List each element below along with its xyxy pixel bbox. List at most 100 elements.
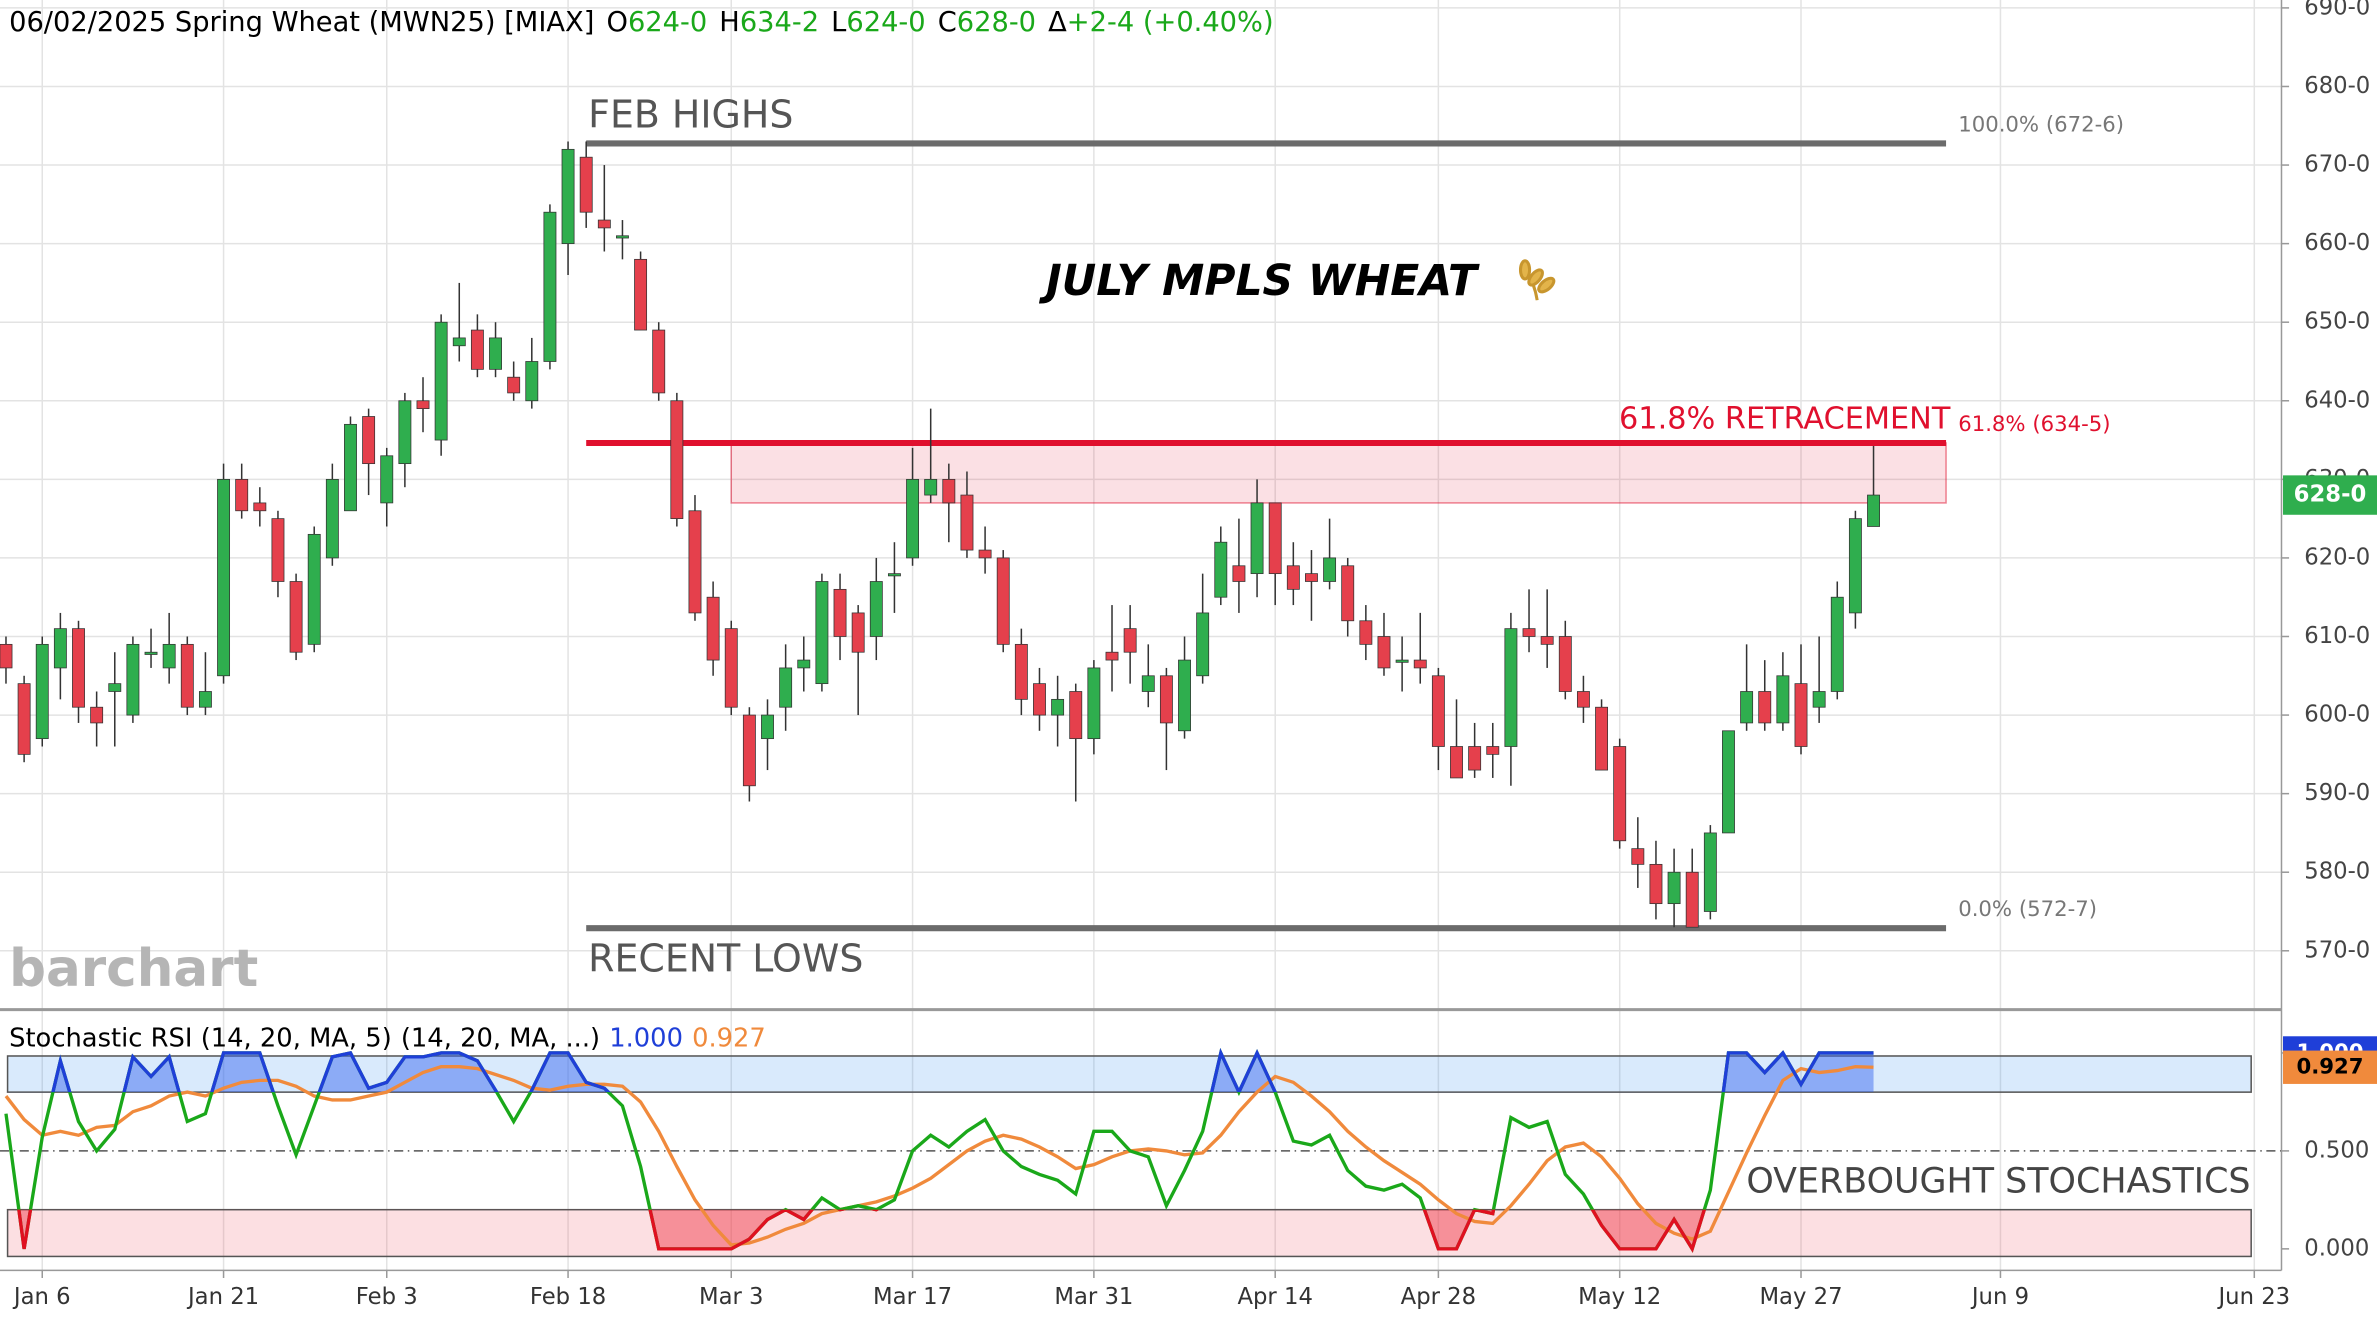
candle-body	[0, 643, 13, 669]
candle-body	[1794, 683, 1808, 747]
candle-body	[434, 321, 448, 441]
header: 06/02/2025 Spring Wheat (MWN25) [MIAX] O6…	[9, 6, 1274, 37]
annotation: RECENT LOWS	[588, 937, 863, 981]
x-tick-label: Jan 21	[186, 1284, 259, 1310]
candle-body	[35, 643, 49, 740]
last-price-label: 628-0	[2294, 482, 2367, 508]
candle-body	[597, 219, 611, 229]
candle-body	[289, 581, 303, 653]
y-tick-label: 570-0	[2304, 937, 2370, 963]
candle-body	[1450, 746, 1463, 779]
y-tick-label: 640-0	[2304, 387, 2370, 413]
annotation: FEB HIGHS	[588, 92, 793, 136]
candle-body	[616, 235, 629, 239]
fib-label: 61.8% (634-5)	[1958, 412, 2110, 437]
candle-body	[924, 478, 938, 496]
candle-body	[724, 628, 738, 708]
candle-body	[851, 612, 865, 653]
x-tick-label: Mar 31	[1054, 1284, 1133, 1310]
candle-body	[452, 337, 466, 347]
candle-body	[1758, 691, 1772, 724]
candle-body	[1867, 494, 1880, 527]
candle-body	[1776, 675, 1790, 724]
y-tick-label: 0.500	[2304, 1137, 2369, 1163]
candle-body	[906, 478, 920, 559]
candle-body	[1105, 651, 1119, 661]
header-title: 06/02/2025 Spring Wheat (MWN25) [MIAX]	[9, 6, 594, 37]
y-tick-label: 580-0	[2304, 859, 2370, 885]
candle-body	[307, 533, 321, 645]
candle-body	[1159, 675, 1173, 724]
candle-body	[344, 423, 357, 512]
field-value: +2-4 (+0.40%)	[1067, 6, 1274, 37]
candle-body	[1268, 502, 1282, 575]
x-tick-label: Jun 23	[2216, 1284, 2290, 1310]
y-tick-label: 670-0	[2304, 152, 2370, 178]
candle-body	[670, 400, 684, 520]
field-value: 624-0	[846, 6, 925, 37]
candle-body	[978, 549, 992, 559]
stoch-line	[4, 1047, 1874, 1253]
candle-body	[797, 659, 811, 669]
candle-body	[162, 643, 176, 669]
candle-body	[198, 691, 212, 708]
candle-body	[1214, 541, 1228, 598]
candle-body	[1486, 746, 1500, 755]
fib-label: 0.0% (572-7)	[1958, 897, 2097, 922]
last-price-badge	[2283, 475, 2377, 515]
x-tick-label: Apr 14	[1237, 1284, 1312, 1310]
y-tick-label: 0.000	[2304, 1235, 2369, 1261]
candle-body	[126, 643, 140, 716]
candle-body	[1196, 612, 1210, 677]
y-tick-label: 610-0	[2304, 623, 2370, 649]
candle-body	[761, 714, 774, 740]
candle-body	[1431, 675, 1445, 747]
candle-body	[253, 502, 267, 512]
candle-body	[398, 400, 412, 465]
candle-body	[688, 510, 702, 614]
candle-body	[1123, 628, 1137, 653]
y-tick-label: 660-0	[2304, 230, 2370, 256]
candle-body	[1087, 667, 1101, 740]
field-value: 634-2	[740, 6, 819, 37]
value-badge	[2283, 1050, 2377, 1084]
candle-body	[1722, 730, 1735, 834]
candle-body	[380, 455, 394, 504]
candle-body	[362, 416, 376, 465]
candle-body	[579, 156, 593, 213]
candle-body	[869, 581, 883, 637]
fib-label: 100.0% (672-6)	[1958, 112, 2124, 137]
candle-body	[1014, 643, 1028, 700]
field-key: Δ	[1048, 6, 1067, 37]
field-value: 628-0	[957, 6, 1036, 37]
candle-body	[1377, 636, 1391, 669]
candle-body	[652, 329, 666, 394]
y-tick-label: 620-0	[2304, 544, 2370, 570]
candle-body	[416, 400, 430, 410]
candle-body	[180, 643, 194, 708]
candle-body	[1305, 573, 1318, 582]
candle-body	[507, 376, 521, 394]
candle-body	[815, 581, 829, 685]
candle-body	[1232, 565, 1246, 582]
candle-body	[1576, 691, 1590, 708]
wheat-icon	[1518, 259, 1556, 301]
x-tick-label: Feb 18	[530, 1284, 606, 1310]
candle-body	[53, 628, 67, 669]
y-tick-label: 650-0	[2304, 309, 2370, 335]
candle-body	[1558, 636, 1572, 692]
candle-body	[17, 683, 31, 755]
candle-body	[634, 258, 648, 331]
candle-body	[1830, 596, 1844, 692]
candle-body	[887, 573, 901, 577]
x-tick-label: Feb 3	[356, 1284, 418, 1310]
marks	[0, 140, 2252, 1258]
y-tick-label: 690-0	[2304, 0, 2370, 20]
candle-body	[1395, 659, 1409, 663]
candle-body	[1667, 871, 1681, 905]
candle-body	[543, 211, 557, 362]
candle-body	[1141, 675, 1155, 692]
candle-body	[1703, 832, 1717, 912]
legend-value: 1.000	[609, 1023, 683, 1053]
candle-body	[779, 667, 793, 708]
